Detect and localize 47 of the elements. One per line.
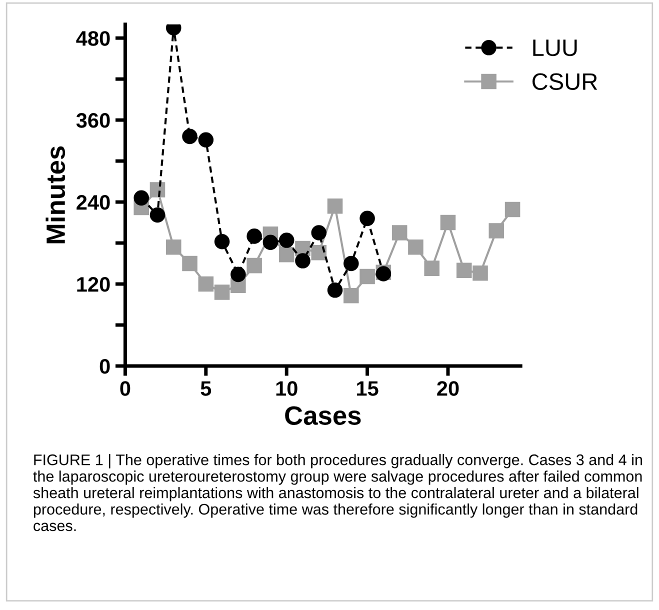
y-tick-label: 240 <box>76 195 110 210</box>
caption: FIGURE 1 | The operative times for both procedures gradually converge. Cases 3 and 4 in the laparoscopic ureteroureterostomy group were salvage procedures after failed common sheath ureteral reimplantations with anastomosis to the contralateral ureter and a bilateral procedure, respectively. Operative time was therefore significantly longer than in standard cases. <box>33 454 642 532</box>
x-tick-label: 0 <box>120 381 130 396</box>
point <box>278 232 294 248</box>
point <box>246 228 262 244</box>
point <box>327 198 343 214</box>
point <box>360 210 375 226</box>
point <box>246 258 262 274</box>
point <box>424 260 440 276</box>
x-tick-label: 20 <box>437 381 459 396</box>
y-tick-label: 120 <box>77 277 110 292</box>
x-tick-label: 15 <box>357 381 378 396</box>
y-tick-label: 360 <box>76 113 110 128</box>
point <box>182 256 198 272</box>
point <box>344 288 359 304</box>
x-axis-title: Cases <box>285 406 361 425</box>
y-tick-label: 480 <box>76 31 110 46</box>
point <box>392 225 408 240</box>
x-tick-label: 10 <box>276 381 298 396</box>
point <box>488 223 504 238</box>
point <box>150 207 166 223</box>
point <box>440 214 456 230</box>
point <box>472 265 488 281</box>
point <box>134 190 149 206</box>
point <box>311 225 327 240</box>
point <box>278 247 294 262</box>
point <box>311 244 327 260</box>
y-tick-label: 0 <box>100 359 110 374</box>
point <box>230 266 246 282</box>
point <box>166 239 182 255</box>
legend-label: CSUR <box>532 73 598 90</box>
point <box>182 128 198 144</box>
point <box>262 234 278 250</box>
x-tick-label: 5 <box>200 381 212 396</box>
point <box>360 268 375 284</box>
point <box>198 132 214 148</box>
point <box>198 276 214 292</box>
y-axis-title: Minutes <box>46 146 66 244</box>
point <box>214 234 230 250</box>
legend-label: LUU <box>533 40 577 56</box>
point <box>504 202 520 218</box>
point <box>327 282 343 298</box>
point <box>214 284 230 300</box>
point <box>295 253 310 268</box>
point <box>408 239 424 255</box>
point <box>344 256 359 272</box>
point <box>456 262 472 278</box>
